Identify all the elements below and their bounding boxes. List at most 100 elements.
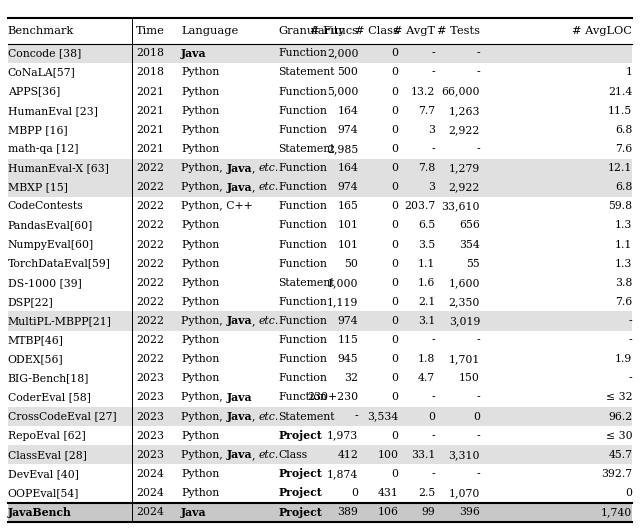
Text: 0: 0: [392, 431, 399, 441]
Text: -: -: [431, 335, 435, 345]
Text: Function: Function: [278, 392, 327, 402]
Text: Statement: Statement: [278, 68, 335, 78]
Text: 7.6: 7.6: [615, 144, 632, 154]
Text: 974: 974: [338, 182, 358, 192]
Text: 2022: 2022: [136, 182, 164, 192]
Text: # AvgT: # AvgT: [393, 26, 435, 36]
Text: ≤ 32: ≤ 32: [605, 392, 632, 402]
Text: ,: ,: [252, 316, 259, 326]
Text: 0: 0: [392, 297, 399, 307]
Text: 0: 0: [392, 125, 399, 135]
Text: Time: Time: [136, 26, 165, 36]
Text: 164: 164: [337, 106, 358, 116]
Text: MultiPL-MBPP[21]: MultiPL-MBPP[21]: [8, 316, 111, 326]
Text: -: -: [628, 373, 632, 383]
Text: 115: 115: [337, 335, 358, 345]
Text: Function: Function: [278, 220, 327, 230]
Text: DS-1000 [39]: DS-1000 [39]: [8, 278, 81, 288]
Text: etc.: etc.: [259, 163, 279, 173]
Text: 3.1: 3.1: [418, 316, 435, 326]
Text: 13.2: 13.2: [411, 87, 435, 97]
Text: 1,740: 1,740: [601, 507, 632, 517]
Text: Python: Python: [181, 373, 220, 383]
Text: 0: 0: [392, 240, 399, 250]
Text: Python: Python: [181, 144, 220, 154]
Text: Python,: Python,: [181, 411, 227, 421]
Text: 2024: 2024: [136, 469, 164, 479]
Text: Java: Java: [227, 182, 252, 193]
Text: Function: Function: [278, 106, 327, 116]
Text: HumanEval-X [63]: HumanEval-X [63]: [8, 163, 109, 173]
Text: # AvgLOC: # AvgLOC: [572, 26, 632, 36]
Text: 0: 0: [392, 163, 399, 173]
Text: Python: Python: [181, 125, 220, 135]
Text: APPS[36]: APPS[36]: [8, 87, 60, 97]
Text: Benchmark: Benchmark: [8, 26, 74, 36]
Text: 3,019: 3,019: [449, 316, 480, 326]
Text: Function: Function: [278, 49, 327, 59]
Text: 2022: 2022: [136, 316, 164, 326]
Text: 66,000: 66,000: [442, 87, 480, 97]
Text: 945: 945: [338, 354, 358, 364]
Text: 230+230: 230+230: [307, 392, 358, 402]
Text: 0: 0: [392, 106, 399, 116]
Text: 1.1: 1.1: [615, 240, 632, 250]
Text: 150: 150: [459, 373, 480, 383]
Text: Python: Python: [181, 220, 220, 230]
Text: Function: Function: [278, 373, 327, 383]
Text: -: -: [431, 49, 435, 59]
Text: MBPP [16]: MBPP [16]: [8, 125, 67, 135]
Text: Java: Java: [181, 48, 207, 59]
Bar: [8, 503, 632, 522]
Text: Python,: Python,: [181, 182, 227, 192]
Text: Function: Function: [278, 316, 327, 326]
Text: 2022: 2022: [136, 354, 164, 364]
Text: 0: 0: [392, 373, 399, 383]
Text: BIG-Bench[18]: BIG-Bench[18]: [8, 373, 89, 383]
Text: Java: Java: [227, 163, 252, 174]
Bar: [8, 312, 632, 331]
Text: 2022: 2022: [136, 240, 164, 250]
Text: Statement: Statement: [278, 411, 335, 421]
Text: ,: ,: [252, 163, 259, 173]
Text: -: -: [355, 411, 358, 421]
Text: 2,350: 2,350: [449, 297, 480, 307]
Text: Python: Python: [181, 354, 220, 364]
Text: 1: 1: [625, 68, 632, 78]
Text: Function: Function: [278, 240, 327, 250]
Text: Python, C++: Python, C++: [181, 201, 253, 211]
Text: Project: Project: [278, 487, 323, 498]
Text: Python,: Python,: [181, 163, 227, 173]
Text: 0: 0: [392, 316, 399, 326]
Text: Function: Function: [278, 201, 327, 211]
Text: 656: 656: [459, 220, 480, 230]
Text: 974: 974: [338, 316, 358, 326]
Text: etc.: etc.: [259, 316, 279, 326]
Text: Java: Java: [227, 392, 252, 403]
Text: ,: ,: [252, 450, 259, 460]
Text: 2018: 2018: [136, 49, 164, 59]
Text: 1,973: 1,973: [327, 431, 358, 441]
Text: etc.: etc.: [259, 450, 279, 460]
Text: -: -: [628, 335, 632, 345]
Text: 21.4: 21.4: [608, 87, 632, 97]
Text: 2021: 2021: [136, 125, 164, 135]
Text: 2022: 2022: [136, 297, 164, 307]
Text: 2,985: 2,985: [327, 144, 358, 154]
Text: 0: 0: [392, 469, 399, 479]
Text: 0: 0: [428, 411, 435, 421]
Text: 3,534: 3,534: [367, 411, 399, 421]
Text: Java: Java: [227, 411, 252, 422]
Text: 0: 0: [473, 411, 480, 421]
Text: -: -: [476, 49, 480, 59]
Text: 396: 396: [459, 507, 480, 517]
Text: 2023: 2023: [136, 431, 164, 441]
Text: 6.5: 6.5: [418, 220, 435, 230]
Text: Python: Python: [181, 106, 220, 116]
Text: 12.1: 12.1: [608, 163, 632, 173]
Text: 2024: 2024: [136, 488, 164, 498]
Text: 3: 3: [428, 125, 435, 135]
Text: RepoEval [62]: RepoEval [62]: [8, 431, 85, 441]
Text: Python: Python: [181, 68, 220, 78]
Text: 500: 500: [337, 68, 358, 78]
